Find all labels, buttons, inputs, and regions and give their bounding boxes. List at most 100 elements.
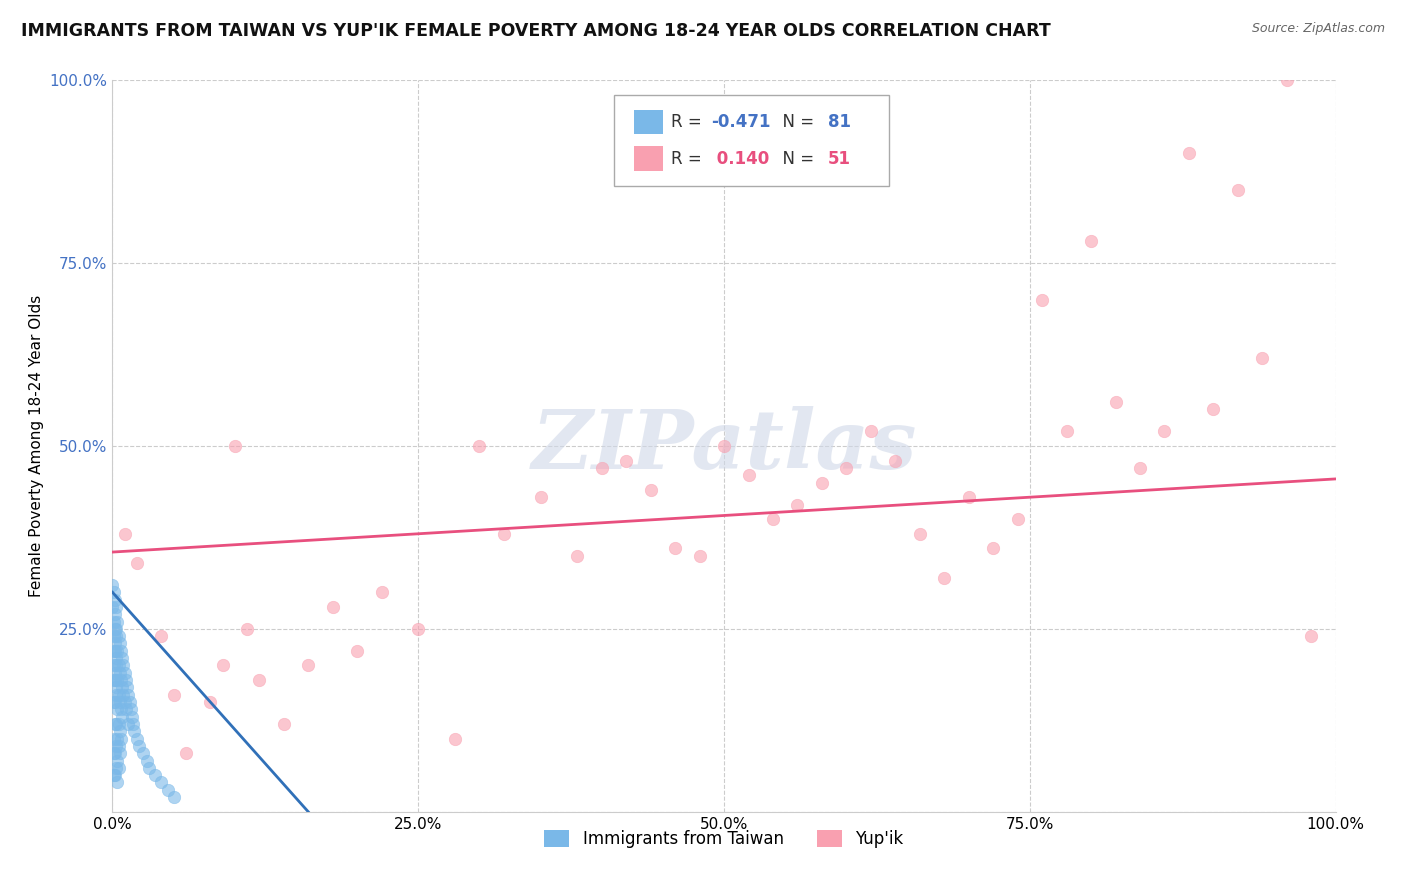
Text: R =: R = xyxy=(672,150,707,168)
Text: 0.140: 0.140 xyxy=(710,150,769,168)
Point xyxy=(103,615,125,629)
Point xyxy=(132,746,155,760)
Point xyxy=(121,709,143,723)
Point xyxy=(908,526,931,541)
Point xyxy=(614,453,637,467)
Point xyxy=(105,681,128,695)
Point xyxy=(591,461,613,475)
Point xyxy=(104,746,127,760)
Point xyxy=(105,717,128,731)
Point xyxy=(762,512,785,526)
Point xyxy=(1080,234,1102,248)
Point xyxy=(1129,461,1152,475)
Point xyxy=(1301,629,1323,643)
Point xyxy=(1275,73,1298,87)
Point xyxy=(104,622,127,636)
Point xyxy=(105,658,128,673)
Point xyxy=(689,549,711,563)
Point xyxy=(107,629,129,643)
Point xyxy=(110,702,132,716)
Point xyxy=(104,768,127,782)
Point xyxy=(111,651,134,665)
Point xyxy=(236,622,259,636)
Point xyxy=(103,585,125,599)
Point xyxy=(104,607,127,622)
Point xyxy=(104,592,127,607)
Point xyxy=(1104,395,1126,409)
Point xyxy=(107,658,129,673)
Point xyxy=(108,636,131,650)
Point xyxy=(114,526,136,541)
Point xyxy=(835,461,858,475)
Point xyxy=(115,681,138,695)
Point xyxy=(104,636,127,650)
Y-axis label: Female Poverty Among 18-24 Year Olds: Female Poverty Among 18-24 Year Olds xyxy=(30,295,44,597)
Point xyxy=(529,490,551,504)
Point xyxy=(115,702,138,716)
Point xyxy=(138,761,160,775)
Point xyxy=(105,673,128,687)
Point xyxy=(107,761,129,775)
Point xyxy=(156,782,179,797)
Point xyxy=(108,724,131,739)
Point xyxy=(105,754,128,768)
Point xyxy=(713,439,735,453)
Point xyxy=(163,688,186,702)
Point xyxy=(567,549,589,563)
Point xyxy=(101,578,124,592)
Point xyxy=(1178,146,1201,161)
Point xyxy=(174,746,197,760)
Text: 51: 51 xyxy=(828,150,851,168)
Point xyxy=(112,688,135,702)
Point xyxy=(135,754,157,768)
Text: N =: N = xyxy=(772,113,820,131)
Point xyxy=(110,673,132,687)
Point xyxy=(107,739,129,753)
Text: ZIPatlas: ZIPatlas xyxy=(531,406,917,486)
Legend: Immigrants from Taiwan, Yup'ik: Immigrants from Taiwan, Yup'ik xyxy=(538,823,910,855)
Point xyxy=(346,644,368,658)
Point xyxy=(104,644,127,658)
Point xyxy=(105,688,128,702)
Point xyxy=(105,615,128,629)
Point xyxy=(103,695,125,709)
Point xyxy=(370,585,392,599)
Point xyxy=(104,673,127,687)
Point xyxy=(105,775,128,789)
Point xyxy=(664,541,686,556)
Point xyxy=(105,739,128,753)
Point xyxy=(125,556,148,570)
Point xyxy=(273,717,295,731)
Point xyxy=(118,695,141,709)
Point xyxy=(105,644,128,658)
Point xyxy=(150,775,173,789)
Point xyxy=(110,644,132,658)
Point xyxy=(120,702,142,716)
Point xyxy=(103,768,125,782)
Point xyxy=(110,731,132,746)
Point xyxy=(297,658,319,673)
Point xyxy=(859,425,882,439)
Point xyxy=(115,673,138,687)
Point xyxy=(786,498,808,512)
Point xyxy=(104,665,127,680)
Point xyxy=(737,468,759,483)
Text: Source: ZipAtlas.com: Source: ZipAtlas.com xyxy=(1251,22,1385,36)
Point xyxy=(114,695,136,709)
Point xyxy=(103,731,125,746)
Point xyxy=(322,599,344,614)
Point xyxy=(811,475,834,490)
Point xyxy=(114,665,136,680)
Point xyxy=(103,673,125,687)
Point xyxy=(124,724,146,739)
Point xyxy=(112,658,135,673)
Point xyxy=(111,681,134,695)
Point xyxy=(103,658,125,673)
Point xyxy=(117,717,139,731)
Point xyxy=(200,695,222,709)
Point xyxy=(224,439,246,453)
Point xyxy=(247,673,270,687)
Point xyxy=(101,599,124,614)
Point xyxy=(108,695,131,709)
Point xyxy=(468,439,491,453)
